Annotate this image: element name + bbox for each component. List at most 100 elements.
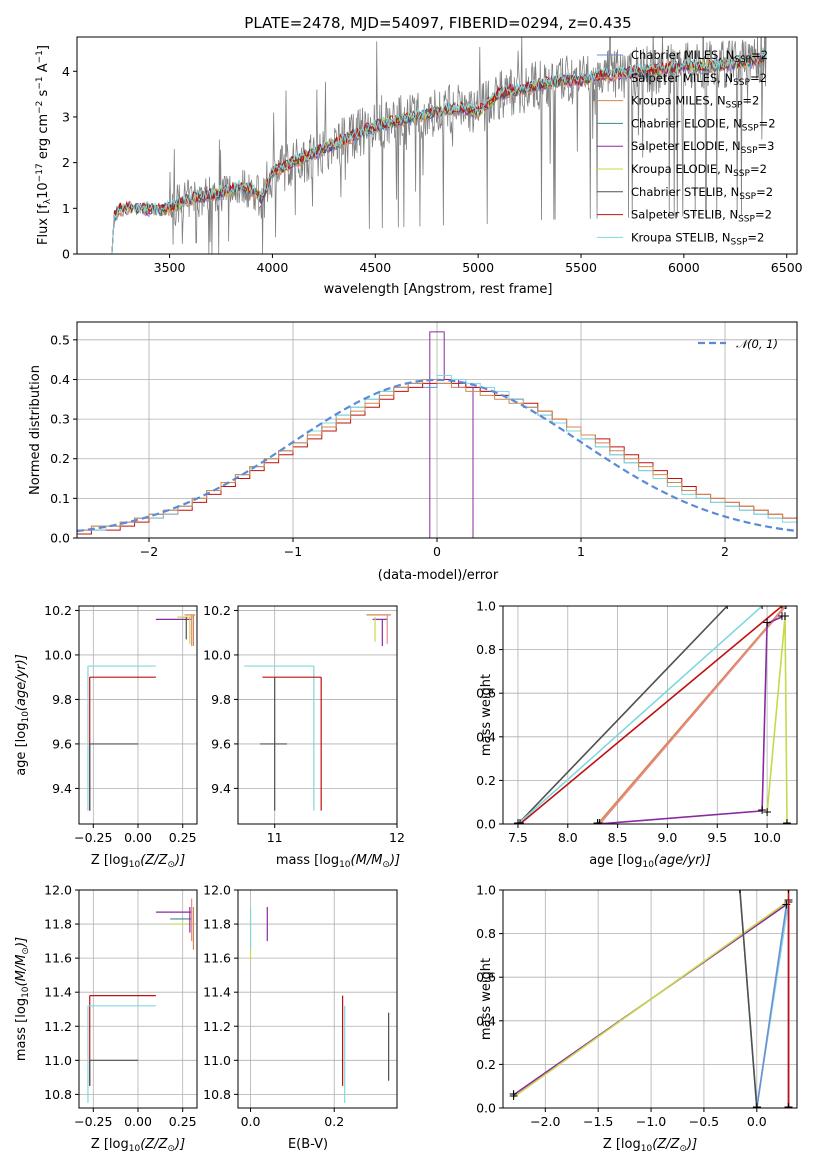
y-tick-label: 10.2 [44,603,72,618]
weight-vs-age-plot-area: +++++++++++++ ++++ [513,597,792,830]
legend-entry-part: =2 [747,230,764,244]
legend-entry: Salpeter ELODIE, NSSP=3 [631,139,774,156]
weight-vs-age-x-label-part: 10 [642,860,654,870]
y-tick-label: 11.4 [203,985,231,1000]
age-vs-z-y-label-part: 10 [21,711,31,723]
y-tick-label: 0.4 [50,372,70,387]
legend-entry-part: Salpeter STELIB, N [631,208,738,222]
series-marker: + [780,608,790,623]
y-tick-label: 9.6 [52,736,72,751]
x-tick-label: −2.0 [530,1114,560,1129]
mass-vs-z-y-label: mass [log10(M/M⊙)] [14,937,31,1061]
series-salpeter-elodie [597,616,783,824]
y-tick-label: 0.4 [476,729,496,744]
legend-entry-part: SSP [742,123,759,133]
spectrum-frame [76,36,798,255]
age-vs-mass-x-label-part: 10 [339,860,351,870]
y-tick-label: 0.6 [476,970,496,985]
spectrum-plot-area [111,37,767,254]
age-vs-z-x-label-part: Z [log [91,853,129,868]
series-marker: + [735,881,745,896]
x-tick-label: −2 [140,544,158,559]
spectrum-y-label-part: −1 [35,76,45,89]
age-vs-mass-plot-area [244,614,391,811]
y-tick-label: 0.6 [476,686,496,701]
series-kroupa-stelib [739,890,790,1108]
series-marker: + [757,597,767,612]
age-vs-z-y-label-part: age [log [14,723,29,776]
weight-vs-z-chart: ++++++++++++++−2.0 −1.5 −1.0 −0.5 0.0 0.0 0.2 0… [476,881,798,1129]
y-tick-label: 0.0 [476,1101,496,1116]
y-tick-label: 10.8 [203,1087,231,1102]
age-vs-z-y-label-part: (age/yr)] [14,654,29,711]
age-vs-mass-chart: 11 12 9.4 9.6 9.8 10.0 10.2 [203,603,405,845]
y-tick-label: 0.2 [50,451,70,466]
x-tick-label: 3500 [154,260,186,275]
x-tick-label: −1 [284,544,302,559]
series-marker: + [508,1086,518,1101]
y-tick-label: 10.0 [44,647,72,662]
y-tick-label: 12.0 [44,883,72,898]
series-marker: + [780,597,790,612]
series-kroupa-elodie [766,616,788,824]
histogram-salpeter-elodie [429,331,474,538]
series-kroupa-miles [597,606,786,824]
series-marker: + [515,815,525,830]
legend-entry: Chabrier STELIB, NSSP=2 [631,185,773,202]
series-marker: + [783,1099,793,1114]
weight-vs-age-x-label-part: (age/yr)] [654,853,711,868]
spectrum-title: PLATE=2478, MJD=54097, FIBERID=0294, z=0… [244,14,631,32]
y-tick-label: 11.0 [203,1053,231,1068]
weight-vs-z-y-label: mass weight [479,958,494,1040]
x-tick-label: 8.5 [608,830,628,845]
x-tick-label: 11 [267,830,283,845]
x-tick-label: −1.5 [583,1114,613,1129]
x-tick-label: 6500 [771,260,803,275]
legend-entry-part: SSP [739,192,756,202]
series-marker: + [781,896,791,911]
series-marker: + [757,802,767,817]
spectrum-y-label-part: −2 [35,101,45,114]
legend-entry-part: SSP [733,78,750,88]
series-marker: + [722,597,732,612]
y-tick-label: 11.0 [44,1053,72,1068]
age-vs-z-chart: −0.25 0.00 0.25 9.4 9.6 9.8 10.0 10.2 [44,603,198,845]
series-marker: + [762,804,772,819]
age-vs-z-x-label-part: 10 [129,860,141,870]
legend-entry-part: SSP [738,215,755,225]
spectrum-y-label-part: −17 [35,163,45,182]
y-tick-label: 9.4 [211,781,231,796]
y-tick-label: 0.8 [476,642,496,657]
y-tick-label: 1.0 [476,883,496,898]
legend-entry-part: =2 [750,162,767,176]
histogram-kroupa-miles [77,378,797,538]
age-vs-z-y-label: age [log10(age/yr)] [14,654,31,776]
series-chabrier-stelib [517,606,728,824]
spectrum-chart: 3500 4000 4500 5000 5500 6000 6500 0 1 2 3 4 [62,36,803,275]
mass-vs-ebv-plot-area [249,907,390,1103]
model-spectrum-salpeter-stelib [111,51,767,254]
legend-entry: Chabrier ELODIE, NSSP=2 [631,116,776,133]
mass-vs-z-x-label-part: 10 [129,1144,141,1154]
x-tick-label: 6000 [668,260,700,275]
age-vs-z-x-label-part: (Z/Z [140,853,168,868]
y-tick-label: 3 [62,109,70,124]
series-marker: + [508,1088,518,1103]
x-tick-label: 0.0 [241,1114,261,1129]
mass-vs-z-y-label-part: ⊙ [21,947,31,955]
weight-vs-age-x-label-part: age [log [589,853,642,868]
x-tick-label: 4000 [257,260,289,275]
series-salpeter-miles [599,606,787,824]
legend-entry-part: =2 [756,185,773,199]
y-tick-label: 0 [62,247,70,262]
legend-entry-part: Kroupa STELIB, N [631,230,731,244]
y-tick-label: 0.0 [476,817,496,832]
age-vs-mass-x-label-part: mass [log [276,853,339,868]
y-tick-label: 1.0 [476,599,496,614]
y-tick-label: 0.3 [50,412,70,427]
legend-entry: Chabrier MILES, NSSP=2 [631,48,768,65]
legend-entry-part: =2 [759,116,776,130]
y-tick-label: 0.8 [476,926,496,941]
x-tick-label: −0.5 [689,1114,719,1129]
